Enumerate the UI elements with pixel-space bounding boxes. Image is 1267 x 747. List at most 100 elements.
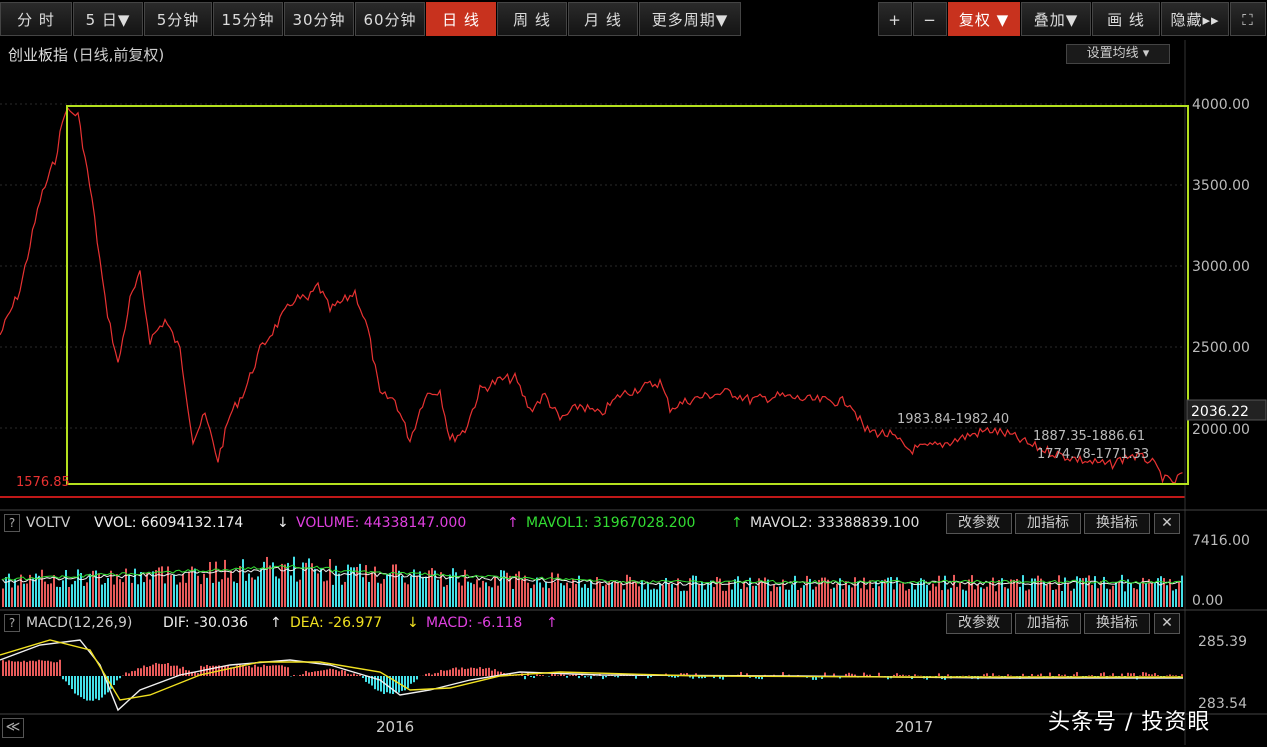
volume-bar	[797, 589, 799, 607]
change-indicator-button[interactable]: 换指标	[1084, 513, 1150, 534]
macd-bar	[347, 673, 349, 676]
macd-bar	[761, 676, 763, 680]
zoom-in-button[interactable]: +	[878, 2, 912, 36]
selection-box[interactable]	[66, 105, 1189, 485]
macd-bar	[863, 672, 865, 676]
volume-bar	[485, 582, 487, 607]
scroll-left-button[interactable]: ≪	[2, 718, 24, 738]
volume-bar	[248, 573, 250, 607]
volume-bar	[875, 581, 877, 607]
macd-bar	[854, 674, 856, 676]
volume-bar	[194, 568, 196, 607]
volume-bar	[932, 583, 934, 607]
macd-bar	[1103, 672, 1105, 676]
volume-bar	[668, 583, 670, 607]
macd-bar	[164, 663, 166, 676]
macd-bar	[365, 676, 367, 682]
volume-bar	[308, 558, 310, 607]
macd-bar	[380, 676, 382, 692]
adjust-rights-dropdown[interactable]: 复权 ▼	[948, 2, 1020, 36]
macd-bar	[539, 674, 541, 676]
macd-bar	[317, 670, 319, 676]
macd-bar	[245, 666, 247, 676]
add-indicator-button[interactable]: 加指标	[1015, 513, 1081, 534]
macd-bar	[746, 673, 748, 676]
volume-bar	[722, 590, 724, 607]
help-icon[interactable]: ?	[4, 614, 20, 632]
volume-bar	[41, 569, 43, 607]
period-daily-button[interactable]: 日 线	[426, 2, 496, 36]
period-30min-button[interactable]: 30分钟	[284, 2, 354, 36]
volume-bar	[662, 585, 664, 607]
volume-bar	[845, 581, 847, 607]
period-5min-button[interactable]: 5分钟	[144, 2, 212, 36]
period-15min-button[interactable]: 15分钟	[213, 2, 283, 36]
volume-bar	[122, 582, 124, 607]
macd-bar	[1130, 673, 1132, 676]
period-60min-button[interactable]: 60分钟	[355, 2, 425, 36]
change-indicator-button[interactable]: 换指标	[1084, 613, 1150, 634]
volume-bar	[326, 580, 328, 607]
macd-bar	[590, 676, 592, 679]
macd-bar	[782, 672, 784, 676]
macd-bar	[650, 676, 652, 678]
macd-bar	[323, 670, 325, 676]
zoom-out-button[interactable]: −	[913, 2, 947, 36]
add-indicator-button[interactable]: 加指标	[1015, 613, 1081, 634]
volume-bar	[467, 581, 469, 607]
macd-bar	[281, 665, 283, 676]
macd-bar	[1133, 673, 1135, 676]
macd-bar	[227, 665, 229, 676]
macd-bar	[845, 673, 847, 676]
draw-line-button[interactable]: 画 线	[1092, 2, 1160, 36]
period-5day-button[interactable]: 5 日▼	[73, 2, 143, 36]
period-intraday-button[interactable]: 分 时	[0, 2, 72, 36]
hide-panel-button[interactable]: 隐藏▸▸	[1161, 2, 1229, 36]
volume-bar	[1037, 575, 1039, 607]
macd-bar	[893, 674, 895, 676]
close-icon[interactable]: ✕	[1154, 613, 1180, 634]
volume-bar	[362, 577, 364, 607]
macd-bar	[401, 676, 403, 691]
period-weekly-button[interactable]: 周 线	[497, 2, 567, 36]
volume-bar	[599, 582, 601, 607]
macd-bar	[173, 665, 175, 676]
volume-bar	[404, 582, 406, 607]
macd-bar	[1157, 675, 1159, 676]
volume-bar	[587, 587, 589, 607]
more-periods-dropdown[interactable]: 更多周期▼	[639, 2, 741, 36]
volume-bar	[53, 575, 55, 607]
period-toolbar: 分 时 5 日▼ 5分钟 15分钟 30分钟 60分钟 日 线 周 线 月 线 …	[0, 0, 1267, 40]
macd-bar	[395, 676, 397, 693]
period-monthly-button[interactable]: 月 线	[568, 2, 638, 36]
set-moving-average-button[interactable]: 设置均线 ▾	[1066, 44, 1170, 64]
macd-bar	[671, 676, 673, 678]
macd-bar	[56, 662, 58, 676]
volume-bar	[1175, 589, 1177, 607]
macd-bar	[266, 665, 268, 676]
macd-bar	[410, 676, 412, 684]
volume-bar	[332, 584, 334, 607]
macd-bar	[983, 674, 985, 676]
volume-bar	[479, 587, 481, 607]
volume-bar	[857, 581, 859, 607]
fullscreen-icon[interactable]: ⛶	[1230, 2, 1266, 36]
volume-bar	[938, 575, 940, 607]
volume-bar	[179, 582, 181, 607]
close-icon[interactable]: ✕	[1154, 513, 1180, 534]
volume-bar	[452, 568, 454, 607]
volume-bar	[671, 584, 673, 607]
volume-bar	[866, 589, 868, 607]
edit-params-button[interactable]: 改参数	[946, 513, 1012, 534]
overlay-dropdown[interactable]: 叠加▼	[1021, 2, 1091, 36]
volume-bar	[473, 584, 475, 607]
help-icon[interactable]: ?	[4, 514, 20, 532]
macd-bar	[38, 659, 40, 676]
edit-params-button[interactable]: 改参数	[946, 613, 1012, 634]
macd-bar	[908, 675, 910, 676]
macd-bar	[311, 671, 313, 676]
volume-bar	[647, 583, 649, 607]
macd-bar	[572, 674, 574, 676]
volume-bar	[383, 579, 385, 607]
